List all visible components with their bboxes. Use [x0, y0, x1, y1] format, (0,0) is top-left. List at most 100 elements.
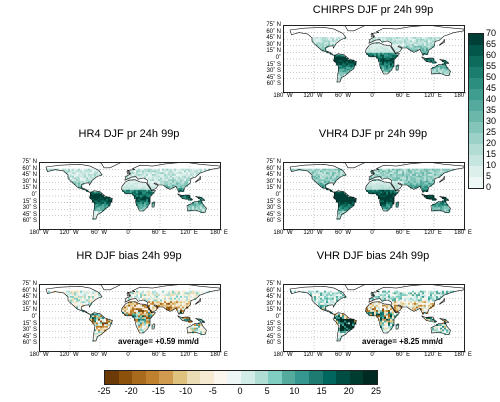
colorbar-tick-label: 15: [486, 149, 497, 159]
lon-tick-label: 180˚ W: [273, 352, 293, 358]
colorbar-tick-label: -5: [208, 386, 217, 396]
colorbar-tick-label: 10: [486, 160, 497, 170]
lat-tick-label: 60˚ S: [266, 340, 281, 347]
colorbar-tick-label: 60: [486, 50, 497, 60]
lat-tick-label: 75˚ N: [22, 281, 37, 287]
map-canvas: [284, 26, 464, 92]
lon-tick-label: 0˚: [370, 352, 376, 358]
lon-tick-label: 0˚: [126, 352, 132, 358]
lat-tick-label: 60˚ N: [22, 165, 37, 172]
field-cells: [46, 168, 211, 221]
lon-tick-label: 120˚ W: [59, 230, 79, 236]
lat-tick-label: 60˚ N: [266, 287, 281, 294]
map-canvas: [40, 163, 220, 229]
lat-tick-label: 45˚ S: [22, 211, 37, 218]
average-annotation: average= +0.59 mm/d: [118, 337, 199, 346]
colorbar-tick-label: 45: [486, 83, 497, 93]
lat-tick-label: 60˚ N: [266, 28, 281, 35]
lat-tick-label: 45˚ N: [266, 172, 281, 179]
lat-tick-label: 45˚ S: [22, 333, 37, 340]
lat-tick-label: 30˚ S: [266, 327, 281, 334]
colorbar-tick-label: 0: [237, 386, 243, 396]
map-hrbias: [39, 284, 221, 352]
lon-tick-label: 120˚ E: [180, 230, 198, 236]
field-cells: [46, 290, 211, 343]
lon-tick-label: 60˚ E: [151, 230, 167, 236]
lat-tick-label: 45˚ N: [266, 294, 281, 301]
lat-tick-label: 60˚ S: [22, 218, 37, 225]
colorbar-tick-label: 10: [289, 386, 300, 396]
lat-tick-label: 0˚: [275, 314, 281, 320]
lon-tick-label: 180˚ E: [210, 352, 228, 358]
lon-tick-label: 60˚ W: [90, 230, 108, 236]
field-cells: [290, 168, 455, 221]
colorbar-swatch: [336, 371, 350, 384]
map-vhrbias: [283, 284, 465, 352]
lon-tick-label: 120˚ E: [180, 352, 198, 358]
colorbar-tick-label: 20: [343, 386, 354, 396]
lat-tick-label: 75˚ N: [22, 159, 37, 165]
lat-tick-label: 75˚ N: [266, 159, 281, 165]
lon-tick-label: 60˚ E: [395, 352, 411, 358]
coastlines: [289, 285, 464, 342]
lon-tick-label: 0˚: [370, 93, 376, 99]
lon-tick-label: 180˚ W: [29, 230, 49, 236]
lat-tick-label: 45˚ S: [266, 74, 281, 81]
lat-tick-label: 30˚ N: [22, 178, 37, 185]
colorbar-tick-label: 0: [486, 182, 492, 192]
map-hr4: [39, 162, 221, 230]
lon-tick-label: 120˚ E: [424, 230, 442, 236]
colorbar-swatch: [469, 34, 483, 45]
colorbar-swatch: [254, 371, 269, 384]
colorbar-tick-label: -20: [124, 386, 138, 396]
colorbar-swatch: [469, 111, 483, 122]
colorbar-tick-label: 70: [486, 28, 497, 38]
lat-tick-label: 30˚ S: [22, 205, 37, 212]
colorbar-tick-label: 30: [486, 116, 497, 126]
colorbar-swatch: [227, 371, 241, 384]
lon-tick-label: 60˚ W: [90, 352, 108, 358]
lon-tick-label: 120˚ W: [59, 352, 79, 358]
lon-tick-label: 180˚ E: [210, 230, 228, 236]
colorbar-tick-label: 25: [486, 127, 497, 137]
panel-title: HR DJF bias 24h 99p: [76, 250, 182, 262]
colorbar-swatch: [469, 166, 483, 177]
lat-tick-label: 15˚ S: [22, 198, 37, 205]
lat-tick-label: 30˚ N: [266, 41, 281, 48]
colorbar-swatch: [145, 371, 160, 384]
map-vhr4: [283, 162, 465, 230]
colorbar-tick-label: 15: [316, 386, 327, 396]
lon-tick-label: 120˚ W: [303, 230, 323, 236]
colorbar-swatch: [469, 155, 483, 166]
panel-title: CHIRPS DJF pr 24h 99p: [312, 4, 434, 16]
panel-title: VHR DJF bias 24h 99p: [316, 250, 430, 262]
coastlines: [45, 163, 220, 220]
lon-tick-label: 120˚ W: [303, 352, 323, 358]
colorbar-tick-label: 50: [486, 72, 497, 82]
lat-tick-label: 45˚ N: [266, 35, 281, 42]
lat-tick-label: 0˚: [31, 192, 37, 198]
colorbar-swatch: [186, 371, 201, 384]
colorbar-swatch: [469, 100, 483, 111]
lon-tick-label: 60˚ E: [395, 93, 411, 99]
lat-tick-label: 30˚ S: [266, 68, 281, 75]
colorbar-swatch: [118, 371, 133, 384]
colorbar-swatch: [469, 45, 483, 56]
colorbar-swatch: [349, 371, 364, 384]
coastlines: [289, 26, 464, 83]
coastlines: [45, 285, 220, 342]
lat-tick-label: 15˚ S: [266, 61, 281, 68]
coastlines: [289, 163, 464, 220]
lon-tick-label: 0˚: [370, 230, 376, 236]
lon-tick-label: 60˚ E: [395, 230, 411, 236]
colorbar-swatch: [213, 371, 228, 384]
colorbar-swatch: [172, 371, 187, 384]
lat-tick-label: 30˚ S: [22, 327, 37, 334]
precip-colorbar: [468, 33, 484, 189]
colorbar-swatch: [281, 371, 296, 384]
lat-tick-label: 15˚ N: [22, 307, 37, 314]
colorbar-tick-label: -25: [97, 386, 111, 396]
map-canvas: [284, 163, 464, 229]
lon-tick-label: 180˚ W: [273, 93, 293, 99]
lat-tick-label: 0˚: [275, 55, 281, 61]
